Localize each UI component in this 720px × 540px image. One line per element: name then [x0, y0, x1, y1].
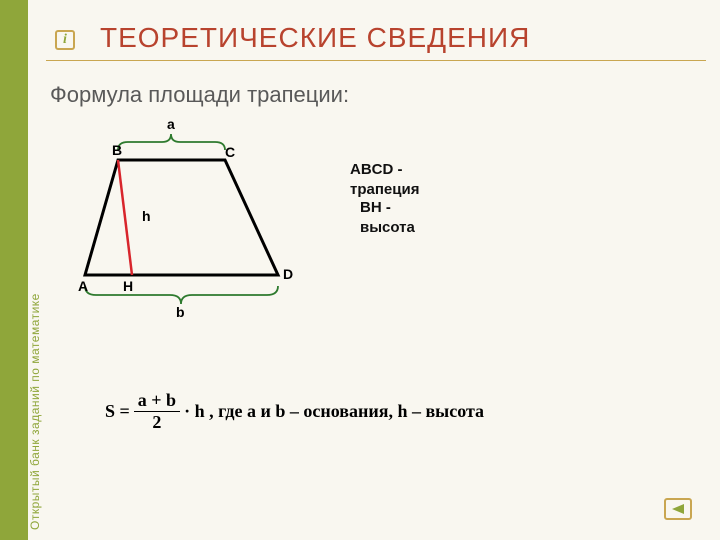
- label-A: A: [78, 278, 88, 294]
- formula-fraction: a + b 2: [134, 390, 180, 433]
- desc-abcd-l2: трапеция: [350, 180, 419, 200]
- page-title: ТЕОРЕТИЧЕСКИЕ СВЕДЕНИЯ: [100, 22, 530, 54]
- info-icon: i: [63, 32, 67, 48]
- desc-abcd: ABCD - трапеция: [350, 160, 419, 199]
- side-strip: [0, 0, 28, 540]
- label-D: D: [283, 266, 293, 282]
- formula-den: 2: [148, 412, 165, 433]
- formula-lhs: S =: [105, 401, 130, 422]
- area-formula: S = a + b 2 · h , где a и b – основания,…: [105, 390, 484, 433]
- label-H: H: [123, 278, 133, 294]
- brace-a: [118, 134, 225, 150]
- info-button[interactable]: i: [55, 30, 75, 50]
- brace-b: [85, 286, 278, 304]
- desc-bh: BH - высота: [360, 198, 415, 237]
- formula-tail: · h , где a и b – основания, h – высота: [184, 401, 484, 422]
- desc-abcd-l1: ABCD -: [350, 160, 419, 180]
- trapezoid-svg: [70, 120, 320, 340]
- trapezoid-shape: [85, 160, 278, 275]
- desc-bh-l2: высота: [360, 218, 415, 238]
- formula-num: a + b: [134, 390, 180, 412]
- side-label: Открытый банк заданий по математике: [28, 0, 46, 540]
- label-a: a: [167, 116, 175, 132]
- label-B: B: [112, 142, 122, 158]
- title-rule: [46, 60, 706, 61]
- trapezoid-diagram: A B C D H a b h: [70, 120, 320, 340]
- subtitle: Формула площади трапеции:: [50, 82, 349, 108]
- height-line: [118, 160, 132, 275]
- desc-bh-l1: BH -: [360, 198, 415, 218]
- prev-button[interactable]: [664, 498, 692, 520]
- triangle-left-icon: [670, 503, 686, 515]
- label-C: C: [225, 144, 235, 160]
- label-b: b: [176, 304, 185, 320]
- label-h: h: [142, 208, 151, 224]
